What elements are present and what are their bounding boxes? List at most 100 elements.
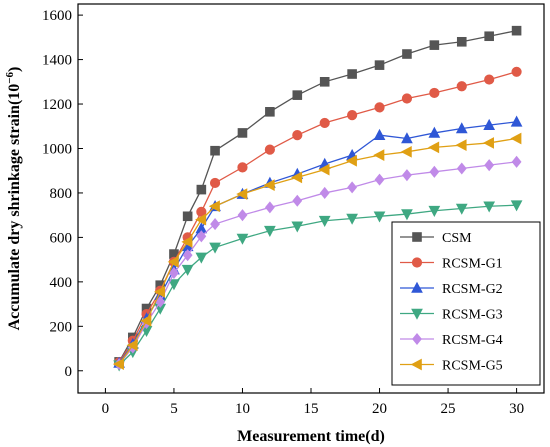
data-point-csm — [210, 145, 220, 156]
data-point-rcsm-g1 — [237, 162, 248, 173]
x-tick-label: 15 — [304, 401, 319, 417]
y-axis-title: Accumulate dry shrinkage strain(10−6) — [4, 67, 23, 331]
data-point-rcsm-g5 — [208, 200, 220, 213]
x-tick-label: 10 — [235, 401, 250, 417]
data-point-rcsm-g1 — [209, 177, 221, 189]
data-point-rcsm-g3 — [401, 209, 413, 221]
x-tick-label: 5 — [170, 401, 178, 417]
data-point-rcsm-g5 — [318, 163, 330, 176]
data-point-rcsm-g3 — [318, 215, 331, 227]
y-axis: 0 200 400 600 800 1000 1200 1400 1600 — [42, 8, 83, 380]
data-point-csm — [347, 69, 357, 79]
x-axis: 0 5 10 15 20 25 30 — [102, 388, 524, 417]
data-point-rcsm-g3 — [264, 225, 276, 237]
y-tick-label: 1400 — [42, 53, 72, 69]
data-point-rcsm-g3 — [291, 221, 304, 233]
data-point-rcsm-g3 — [483, 201, 496, 213]
y-tick-label: 1200 — [42, 97, 72, 113]
data-point-rcsm-g5 — [455, 139, 467, 152]
data-point-rcsm-g3 — [346, 213, 358, 225]
series-rcsm-g5 — [112, 132, 522, 370]
data-point-rcsm-g4 — [374, 173, 385, 186]
data-point-rcsm-g5 — [510, 132, 522, 145]
data-point-rcsm-g4 — [196, 230, 207, 243]
data-point-rcsm-g5 — [428, 141, 440, 154]
data-point-rcsm-g5 — [153, 285, 166, 298]
x-tick-label: 30 — [509, 401, 524, 417]
data-point-csm — [196, 184, 207, 195]
legend: CSM RCSM-G1 RCSM-G2 RCSM-G3 RCSM-G4 RCSM-G5 — [391, 221, 541, 386]
data-point-rcsm-g2 — [401, 132, 413, 144]
y-tick-label: 600 — [50, 230, 73, 246]
y-tick-label: 400 — [50, 275, 73, 291]
data-point-rcsm-g1 — [319, 117, 330, 129]
y-tick-label: 0 — [65, 364, 73, 380]
data-point-rcsm-g4 — [264, 201, 275, 214]
data-point-rcsm-g1 — [511, 66, 522, 77]
data-point-csm — [511, 25, 522, 36]
data-point-rcsm-g5 — [140, 314, 152, 327]
data-point-csm — [484, 31, 494, 42]
data-point-rcsm-g4 — [484, 159, 495, 172]
data-point-rcsm-g4 — [429, 165, 440, 178]
legend-marker-rcsm-g5 — [410, 358, 422, 371]
data-point-rcsm-g5 — [345, 154, 357, 167]
data-point-rcsm-g5 — [263, 179, 275, 192]
data-point-rcsm-g3 — [428, 205, 441, 217]
legend-marker-rcsm-g2 — [411, 281, 423, 293]
data-point-rcsm-g4 — [292, 194, 303, 207]
y-axis-title-close: ) — [6, 67, 23, 72]
data-point-csm — [319, 77, 330, 87]
data-point-rcsm-g4 — [182, 249, 193, 262]
data-point-rcsm-g1 — [264, 144, 275, 155]
y-tick-label: 800 — [50, 186, 73, 202]
data-point-rcsm-g2 — [428, 126, 441, 138]
data-point-csm — [265, 107, 275, 117]
legend-marker-rcsm-g1 — [411, 257, 423, 268]
data-point-csm — [429, 40, 440, 50]
data-point-rcsm-g3 — [181, 264, 194, 276]
x-tick-label: 0 — [102, 401, 110, 417]
data-point-rcsm-g2 — [455, 122, 468, 134]
series-layer — [112, 25, 523, 372]
legend-label-rcsm-g2: RCSM-G2 — [442, 282, 503, 297]
data-point-rcsm-g3 — [510, 200, 523, 212]
series-rcsm-g4 — [114, 155, 522, 371]
data-point-rcsm-g1 — [484, 74, 495, 85]
legend-box — [391, 221, 541, 386]
data-point-rcsm-g3 — [195, 252, 208, 264]
data-point-rcsm-g1 — [401, 93, 413, 104]
data-point-csm — [292, 90, 303, 100]
data-point-rcsm-g2 — [373, 128, 386, 140]
x-tick-label: 25 — [441, 401, 456, 417]
data-point-rcsm-g4 — [402, 169, 412, 182]
data-point-rcsm-g2 — [510, 115, 523, 127]
x-tick-label: 20 — [372, 401, 387, 417]
data-point-rcsm-g4 — [237, 209, 248, 222]
data-point-csm — [402, 49, 412, 59]
y-axis-title-main: Accumulate dry shrinkage strain(10 — [6, 84, 23, 331]
data-point-rcsm-g5 — [482, 137, 494, 149]
data-point-rcsm-g5 — [236, 188, 248, 200]
data-point-rcsm-g3 — [455, 203, 468, 215]
data-point-rcsm-g5 — [181, 235, 193, 248]
data-point-rcsm-g5 — [291, 171, 303, 184]
data-point-rcsm-g3 — [209, 242, 221, 254]
y-axis-title-exponent: −6 — [4, 71, 16, 83]
legend-label-csm: CSM — [442, 231, 472, 246]
data-point-rcsm-g1 — [429, 87, 440, 99]
data-point-rcsm-g2 — [483, 118, 496, 130]
data-point-rcsm-g4 — [347, 181, 358, 194]
data-point-rcsm-g3 — [236, 233, 249, 245]
data-point-rcsm-g1 — [292, 130, 303, 141]
legend-label-rcsm-g5: RCSM-G5 — [442, 359, 503, 374]
legend-label-rcsm-g1: RCSM-G1 — [442, 257, 503, 272]
data-point-rcsm-g5 — [126, 339, 138, 352]
y-tick-label: 1000 — [42, 141, 72, 157]
data-point-rcsm-g5 — [195, 213, 207, 226]
legend-marker-rcsm-g3 — [411, 308, 423, 320]
data-point-csm — [374, 60, 385, 70]
data-point-rcsm-g4 — [210, 218, 220, 231]
y-tick-label: 200 — [50, 319, 73, 335]
